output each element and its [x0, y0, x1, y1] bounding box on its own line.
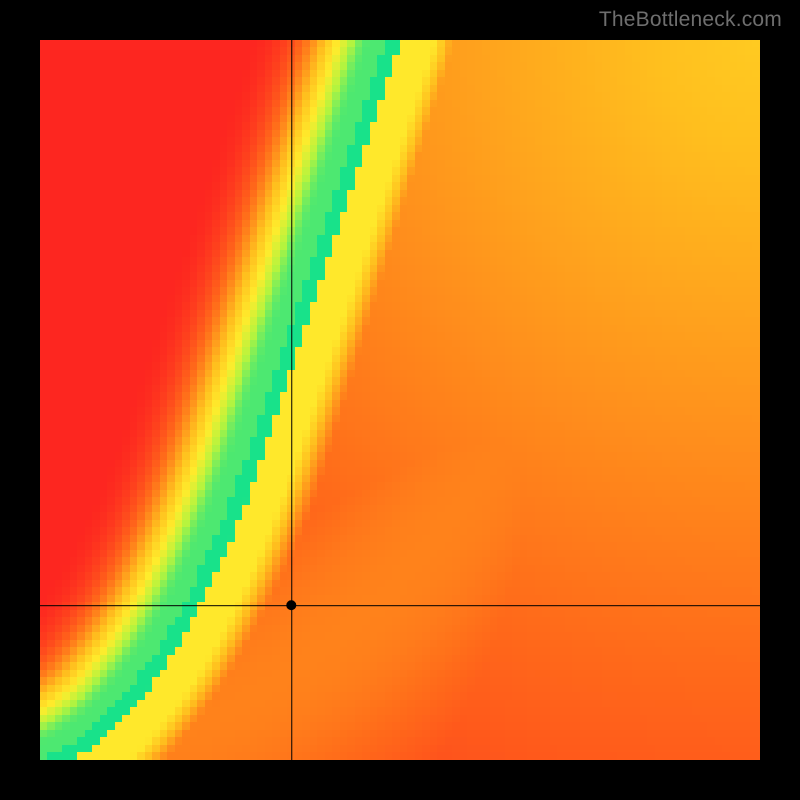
- heatmap-canvas: [40, 40, 760, 760]
- watermark-text: TheBottleneck.com: [599, 8, 782, 32]
- heatmap-plot: [40, 40, 760, 760]
